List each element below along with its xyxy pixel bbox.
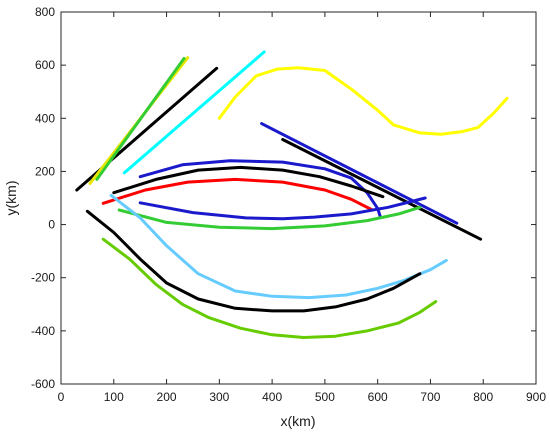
plot-frame xyxy=(60,11,537,385)
x-axis-label: x(km) xyxy=(281,413,316,429)
series-line-10 xyxy=(101,177,374,212)
series-line-11 xyxy=(138,196,427,221)
x-tick-label: 400 xyxy=(262,390,282,404)
series-line-8 xyxy=(138,159,382,219)
series-line-6 xyxy=(260,122,459,225)
series-line-4 xyxy=(122,50,266,175)
series-line-5 xyxy=(217,66,509,136)
y-tick-label: -400 xyxy=(31,324,55,338)
y-axis-label: y(km) xyxy=(3,181,19,216)
x-tick-label: 900 xyxy=(526,390,546,404)
series-line-12 xyxy=(117,205,422,231)
y-tick-label: 800 xyxy=(35,5,55,19)
x-tick-label: 700 xyxy=(420,390,440,404)
x-tick-label: 200 xyxy=(157,390,177,404)
x-tick-label: 600 xyxy=(368,390,388,404)
x-tick-label: 300 xyxy=(209,390,229,404)
y-tick-label: 200 xyxy=(35,164,55,178)
y-tick-label: -200 xyxy=(31,271,55,285)
y-axis-ticks: -600 -400 -200 0 200 400 600 800 xyxy=(31,5,536,391)
y-tick-label: 0 xyxy=(48,218,55,232)
series-line-14 xyxy=(85,209,422,313)
series-layer xyxy=(75,50,509,339)
series-line-15 xyxy=(101,237,438,339)
x-axis-ticks: 0 100 200 300 400 500 600 700 800 900 xyxy=(58,12,546,404)
x-tick-label: 800 xyxy=(473,390,493,404)
plot-background xyxy=(61,12,536,384)
series-line-9 xyxy=(112,165,385,199)
series-line-7 xyxy=(281,138,483,241)
x-tick-label: 100 xyxy=(104,390,124,404)
x-tick-label: 0 xyxy=(58,390,65,404)
x-tick-label: 500 xyxy=(315,390,335,404)
y-tick-label: -600 xyxy=(31,377,55,391)
y-tick-label: 400 xyxy=(35,111,55,125)
series-line-3 xyxy=(95,57,186,181)
y-tick-label: 600 xyxy=(35,58,55,72)
